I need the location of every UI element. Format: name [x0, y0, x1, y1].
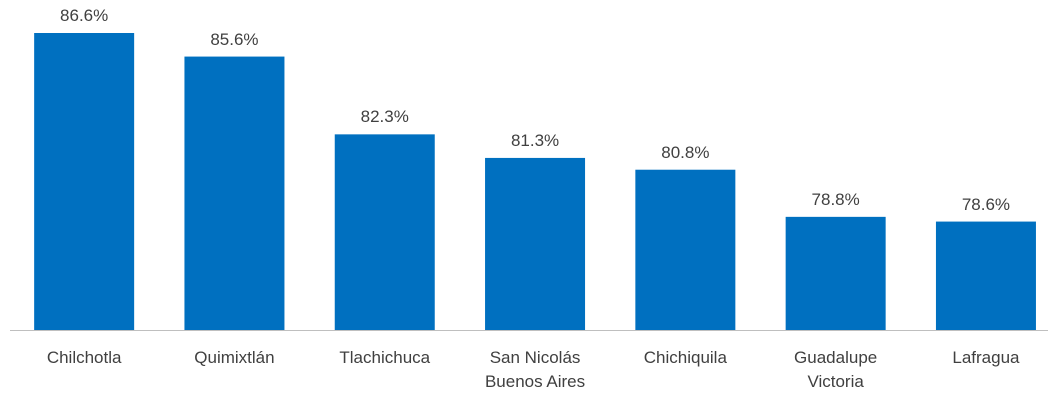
value-label: 78.6%: [961, 194, 1011, 214]
value-label: 82.3%: [360, 107, 409, 127]
bar: [334, 134, 435, 330]
bar: [785, 216, 886, 330]
x-tick-label: Tlachichuca: [339, 348, 431, 367]
value-label: 78.8%: [811, 189, 860, 209]
x-tick-label: Quimixtlán: [194, 348, 275, 367]
bar: [34, 33, 135, 330]
x-tick-label: Chichiquila: [643, 348, 727, 367]
x-tick-label: Chilchotla: [46, 348, 122, 367]
bar: [485, 157, 586, 330]
x-tick-label: Lafragua: [952, 348, 1020, 367]
x-tick-label: San Nicolás Buenos Aires: [484, 348, 586, 391]
x-tick-label: Guadalupe Victoria: [794, 348, 878, 391]
bar: [184, 56, 285, 330]
value-label: 85.6%: [210, 29, 259, 49]
value-label: 86.6%: [60, 6, 109, 25]
bar: [935, 221, 1036, 330]
value-label: 81.3%: [510, 130, 560, 150]
value-label: 80.8%: [661, 142, 710, 162]
bar: [635, 169, 736, 330]
